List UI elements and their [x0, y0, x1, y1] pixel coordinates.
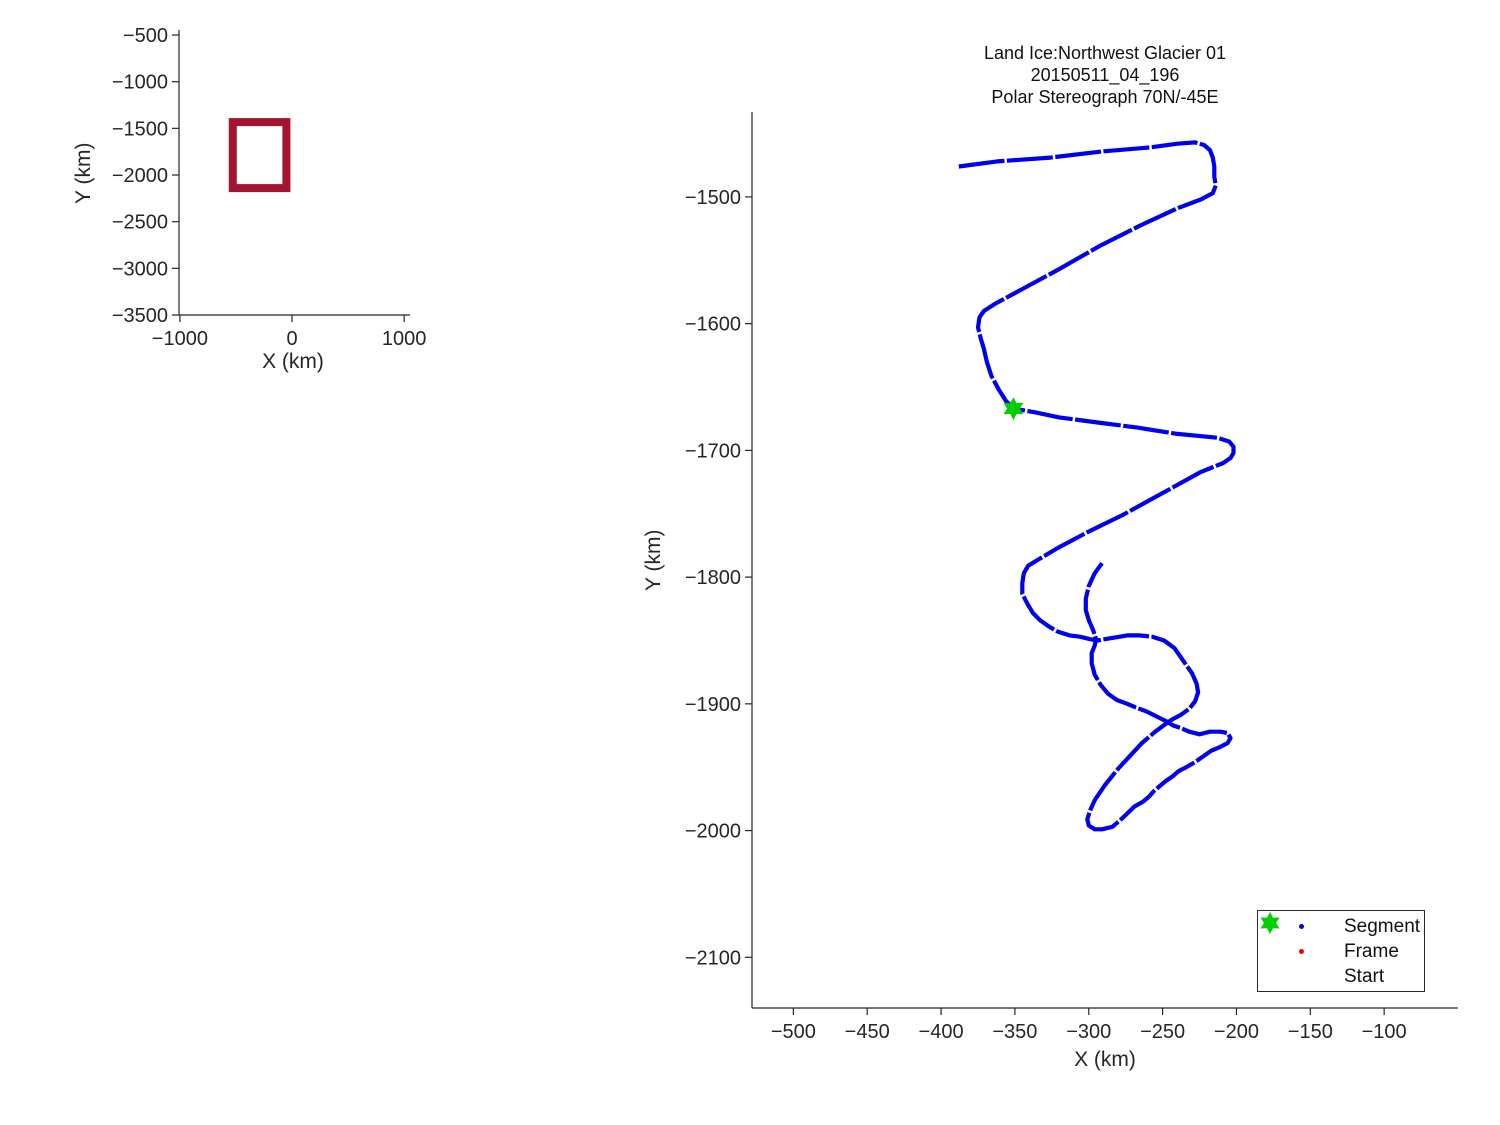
main-y-tick-label: −1800	[685, 567, 741, 589]
legend-label-segment: Segment	[1344, 915, 1421, 937]
overview-y-tick-label: −3500	[112, 305, 168, 327]
flight-track-path	[958, 140, 1236, 832]
legend-box: Segment Frame Start	[1257, 910, 1425, 992]
main-x-axis-label: X (km)	[1074, 1048, 1136, 1071]
overview-x-tick-label: 1000	[382, 328, 427, 350]
legend-label-start: Start	[1344, 965, 1385, 987]
legend-label-frame: Frame	[1344, 940, 1399, 962]
main-plot-title: Land Ice:Northwest Glacier 01 20150511_0…	[855, 42, 1355, 108]
main-y-tick-label: −1900	[685, 694, 741, 716]
overview-y-tick-label: −3000	[112, 258, 168, 280]
main-x-tick-label: −400	[919, 1021, 964, 1043]
overview-y-axis-label: Y (km)	[72, 142, 95, 204]
legend-item-segment: Segment	[1258, 914, 1424, 939]
main-y-tick-label: −1500	[685, 187, 741, 209]
title-line-2: 20150511_04_196	[1030, 65, 1180, 85]
main-y-tick-label: −2100	[685, 947, 741, 969]
legend-item-frame: Frame	[1258, 939, 1424, 964]
main-x-tick-label: −150	[1288, 1021, 1333, 1043]
title-line-3: Polar Stereograph 70N/-45E	[991, 87, 1219, 107]
main-y-tick-label: −2000	[685, 821, 741, 843]
start-marker	[1003, 397, 1024, 421]
overview-y-tick-label: −1500	[112, 118, 168, 140]
overview-y-tick-label: −2500	[112, 212, 168, 234]
title-line-1: Land Ice:Northwest Glacier 01	[983, 43, 1227, 63]
main-x-tick-label: −100	[1362, 1021, 1407, 1043]
segment-dot-icon	[1258, 924, 1344, 929]
legend-item-start: Start	[1258, 911, 1424, 989]
main-x-tick-label: −250	[1140, 1021, 1185, 1043]
main-x-tick-label: −200	[1214, 1021, 1259, 1043]
overview-x-tick-label: −1000	[152, 328, 208, 350]
main-y-tick-label: −1600	[685, 314, 741, 336]
overview-y-tick-label: −2000	[112, 165, 168, 187]
overview-x-axis-label: X (km)	[262, 350, 324, 373]
main-y-axis-label: Y (km)	[642, 529, 665, 591]
main-x-tick-label: −300	[1066, 1021, 1111, 1043]
main-y-tick-label: −1700	[685, 440, 741, 462]
overview-y-tick-label: −500	[123, 25, 168, 47]
main-x-tick-label: −450	[845, 1021, 890, 1043]
overview-y-tick-label: −1000	[112, 72, 168, 94]
coverage-bbox-rect	[228, 118, 291, 193]
overview-x-tick-label: 0	[286, 328, 297, 350]
frame-dot-icon	[1258, 949, 1344, 954]
main-x-tick-label: −500	[771, 1021, 816, 1043]
main-x-tick-label: −350	[992, 1021, 1037, 1043]
